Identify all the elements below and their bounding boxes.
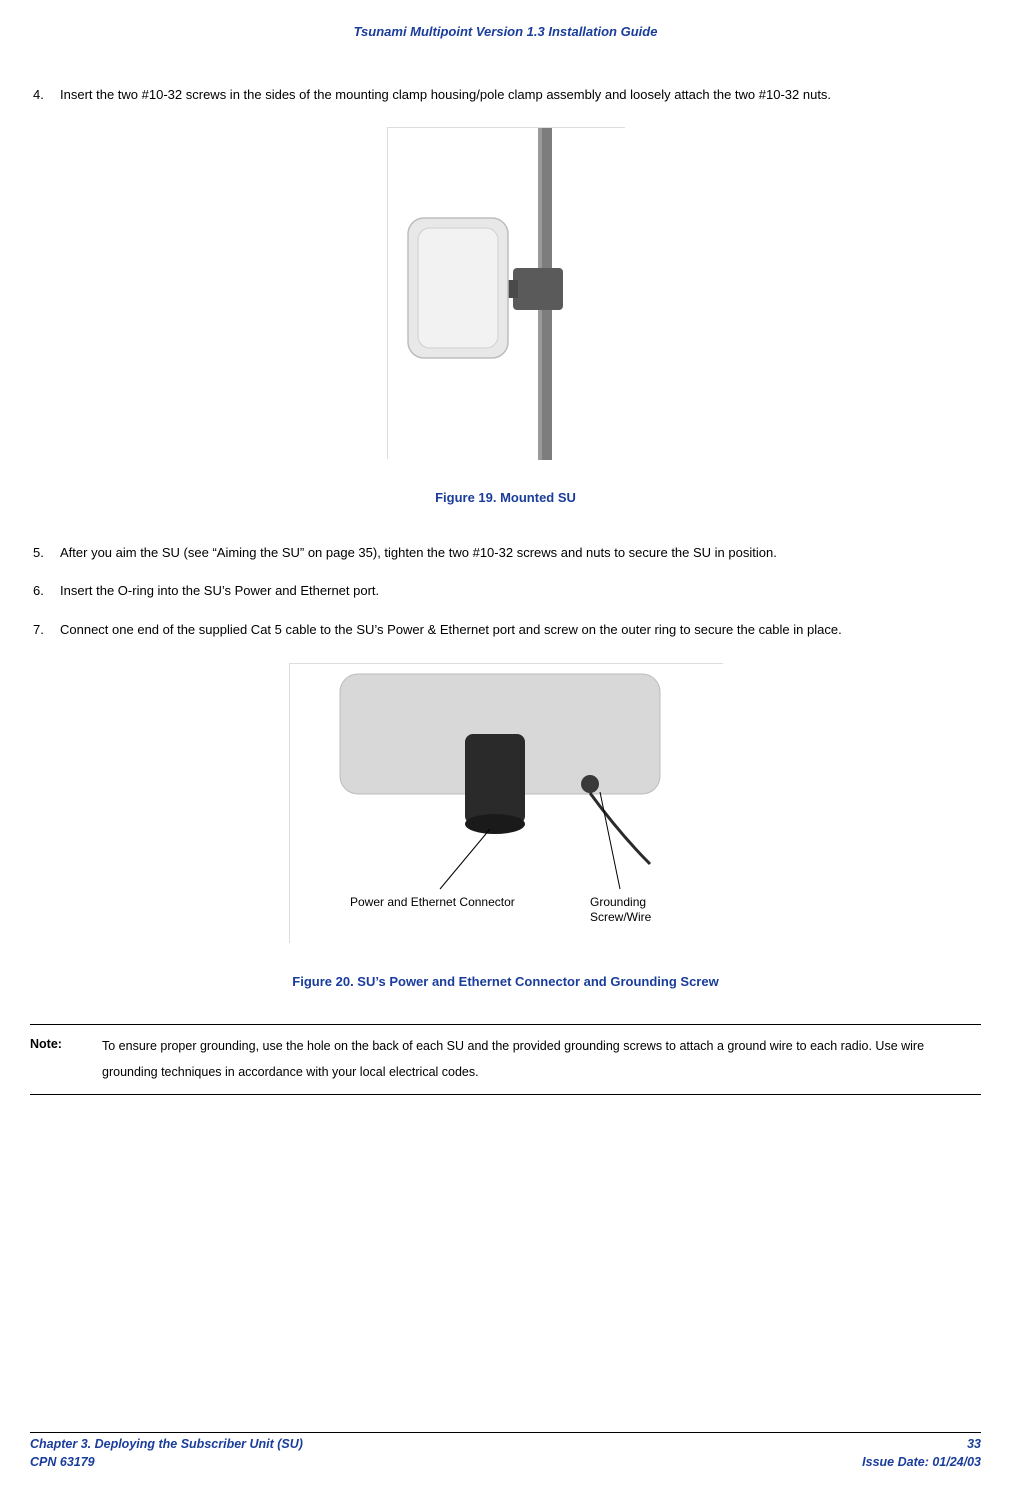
footer-page: 33 — [862, 1436, 981, 1454]
step-text: After you aim the SU (see “Aiming the SU… — [60, 541, 981, 566]
instruction-steps-part1: 4. Insert the two #10-32 screws in the s… — [30, 83, 981, 108]
step-number: 6. — [30, 579, 60, 604]
figure-19-block: Figure 19. Mounted SU — [30, 127, 981, 510]
figure-20-image: Power and Ethernet Connector Grounding S… — [289, 663, 723, 943]
footer-issue-date: Issue Date: 01/24/03 — [862, 1454, 981, 1472]
step-number: 7. — [30, 618, 60, 643]
step-item: 4. Insert the two #10-32 screws in the s… — [30, 83, 981, 108]
page-header-title: Tsunami Multipoint Version 1.3 Installat… — [30, 20, 981, 45]
step-number: 4. — [30, 83, 60, 108]
note-block: Note: To ensure proper grounding, use th… — [30, 1024, 981, 1095]
footer-left: Chapter 3. Deploying the Subscriber Unit… — [30, 1436, 303, 1471]
instruction-steps-part2: 5. After you aim the SU (see “Aiming the… — [30, 541, 981, 643]
figure-19-caption: Figure 19. Mounted SU — [30, 486, 981, 511]
figure-20-label-left: Power and Ethernet Connector — [350, 895, 515, 909]
footer-chapter: Chapter 3. Deploying the Subscriber Unit… — [30, 1436, 303, 1454]
footer-right: 33 Issue Date: 01/24/03 — [862, 1436, 981, 1471]
step-text: Insert the two #10-32 screws in the side… — [60, 83, 981, 108]
step-text: Connect one end of the supplied Cat 5 ca… — [60, 618, 981, 643]
step-item: 7. Connect one end of the supplied Cat 5… — [30, 618, 981, 643]
page-footer: Chapter 3. Deploying the Subscriber Unit… — [30, 1432, 981, 1471]
figure-20-block: Power and Ethernet Connector Grounding S… — [30, 663, 981, 994]
step-item: 5. After you aim the SU (see “Aiming the… — [30, 541, 981, 566]
figure-19-image — [387, 127, 625, 459]
step-item: 6. Insert the O-ring into the SU’s Power… — [30, 579, 981, 604]
step-number: 5. — [30, 541, 60, 566]
figure-20-caption: Figure 20. SU’s Power and Ethernet Conne… — [30, 970, 981, 995]
figure-20-label-right-1: Grounding — [590, 895, 646, 909]
note-label: Note: — [30, 1033, 102, 1086]
step-text: Insert the O-ring into the SU’s Power an… — [60, 579, 981, 604]
figure-20-label-right-2: Screw/Wire — [590, 910, 652, 924]
note-text: To ensure proper grounding, use the hole… — [102, 1033, 981, 1086]
footer-cpn: CPN 63179 — [30, 1454, 303, 1472]
